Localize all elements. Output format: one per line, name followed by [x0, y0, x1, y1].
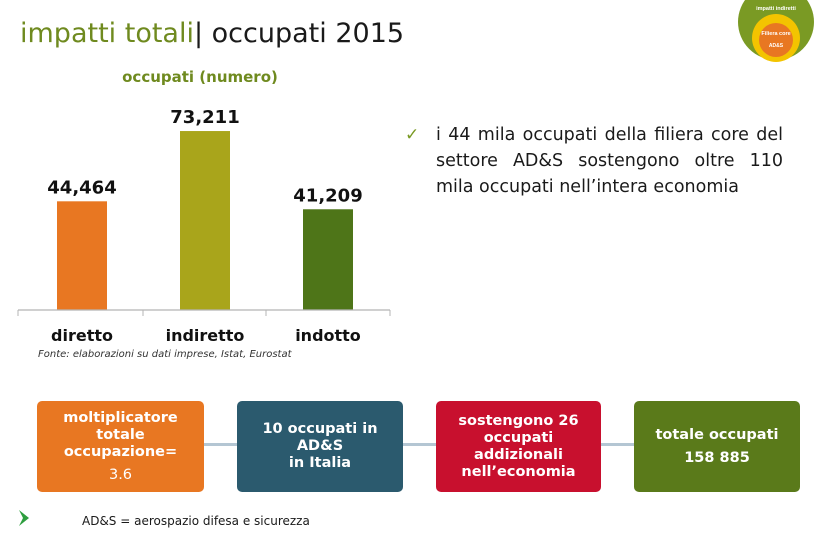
chart-title: occupati (numero) [122, 68, 278, 86]
key-message: ✓ i 44 mila occupati della filiera core … [405, 122, 783, 200]
badge-outer-label: impatti indiretti [756, 6, 796, 12]
value-label-indotto: 41,209 [293, 185, 362, 206]
bar-diretto [57, 201, 107, 310]
moltiplicatore-box: moltiplicatore totale occupazione= 3.6 [37, 401, 204, 492]
key-message-text: i 44 mila occupati della filiera core de… [436, 125, 783, 197]
addizionali-line2: occupati addizionali [474, 429, 563, 463]
moltiplicatore-line2: occupazione= [63, 443, 178, 460]
addizionali-line1: sostengono 26 [458, 412, 579, 429]
occupati-ads-line1: 10 occupati in AD&S [262, 421, 378, 454]
value-label-indiretto: 73,211 [170, 107, 239, 128]
flow-connector [190, 443, 650, 446]
chart-bars: 44,464 diretto 73,211 indiretto 41,209 indott… [17, 107, 391, 345]
page-title: impatti totali| occupati 2015 [20, 18, 404, 49]
bar-indiretto [180, 131, 230, 310]
occupati-ads-box: 10 occupati in AD&S in Italia [237, 401, 403, 492]
impatti-badge: impatti indiretti Filiera core AD&S [738, 0, 814, 62]
moltiplicatore-line1: moltiplicatore totale [63, 409, 178, 443]
occupati-bar-chart: occupati (numero) 44,464 diretto 73,211 ind… [17, 68, 391, 345]
totale-value: 158 885 [684, 449, 750, 466]
checkmark-icon: ✓ [405, 125, 420, 145]
addizionali-box: sostengono 26 occupati addizionali nell’… [436, 401, 601, 492]
badge-core-label: AD&S [769, 43, 784, 49]
footnote: AD&S = aerospazio difesa e sicurezza [82, 514, 310, 528]
badge-inner-label: Filiera core [761, 31, 790, 37]
moltiplicatore-value: 3.6 [108, 466, 133, 483]
bar-indotto [303, 209, 353, 310]
category-label-indiretto: indiretto [166, 326, 245, 345]
source-note: Fonte: elaborazioni su dati imprese, Ist… [38, 349, 292, 360]
occupati-ads-line2: in Italia [288, 455, 352, 471]
addizionali-line3: nell’economia [461, 463, 576, 480]
category-label-indotto: indotto [295, 326, 361, 345]
title-occupati: | occupati 2015 [193, 18, 405, 49]
chevron-right-icon [19, 510, 29, 526]
title-impatti: impatti totali [20, 18, 194, 49]
category-label-diretto: diretto [51, 326, 113, 345]
value-label-diretto: 44,464 [47, 177, 116, 198]
badge-inner-circle [759, 23, 793, 57]
totale-line1: totale occupati [655, 426, 779, 443]
totale-box: totale occupati 158 885 [634, 401, 800, 492]
